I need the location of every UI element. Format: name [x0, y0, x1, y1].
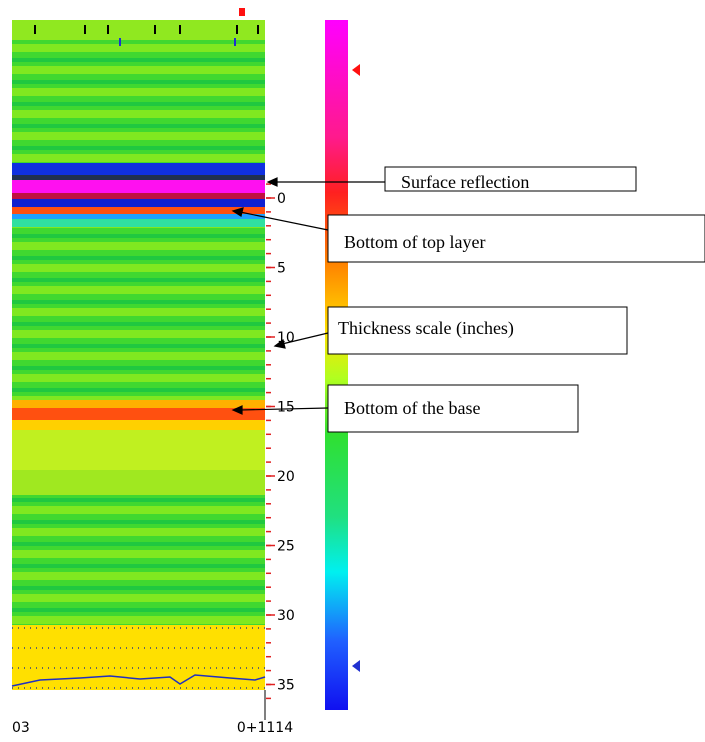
arrow	[239, 211, 329, 231]
scale-label: 15	[277, 400, 295, 416]
colorbar	[325, 20, 360, 710]
annotation-box	[384, 166, 637, 192]
annotation: Bottom of the base	[344, 398, 480, 418]
scale-label: 35	[277, 678, 295, 694]
annotation: Surface reflection	[401, 172, 529, 192]
arrow	[239, 407, 329, 411]
radargram	[11, 8, 266, 690]
annotation-box	[327, 306, 628, 355]
distance-label: 0+1114	[237, 720, 293, 736]
scale-label: 30	[277, 608, 295, 624]
annotation: Bottom of top layer	[344, 232, 485, 252]
distance-label: 03	[12, 720, 30, 736]
arrow	[281, 332, 329, 345]
annotation-box	[327, 214, 705, 263]
annotation-box	[327, 384, 579, 433]
annotation: Thickness scale (inches)	[338, 318, 514, 339]
scale-label: 5	[277, 261, 286, 277]
scale-label: 0	[277, 191, 286, 207]
scale-label: 25	[277, 539, 295, 555]
scale-label: 20	[277, 469, 295, 485]
